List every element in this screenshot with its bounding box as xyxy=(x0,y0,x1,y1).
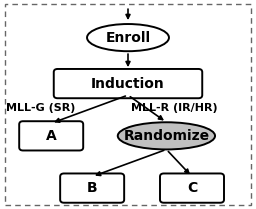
FancyBboxPatch shape xyxy=(160,173,224,203)
Text: MLL-G (SR): MLL-G (SR) xyxy=(6,103,76,113)
Text: Enroll: Enroll xyxy=(105,31,151,45)
FancyBboxPatch shape xyxy=(19,121,83,150)
Ellipse shape xyxy=(118,122,215,149)
FancyBboxPatch shape xyxy=(60,173,124,203)
Ellipse shape xyxy=(87,24,169,51)
Text: Induction: Induction xyxy=(91,77,165,90)
Text: C: C xyxy=(187,181,197,195)
FancyBboxPatch shape xyxy=(54,69,202,98)
Text: A: A xyxy=(46,129,57,143)
Text: MLL-R (IR/HR): MLL-R (IR/HR) xyxy=(131,103,217,113)
Text: B: B xyxy=(87,181,98,195)
Text: Randomize: Randomize xyxy=(123,129,209,143)
